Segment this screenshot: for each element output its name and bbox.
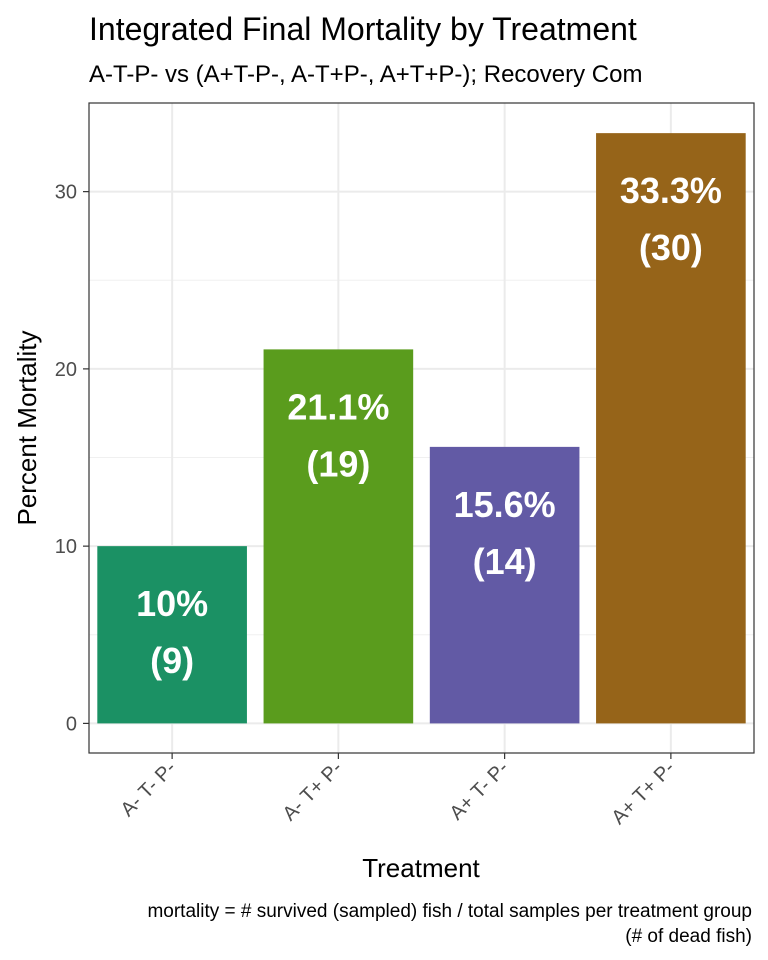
bar	[97, 546, 247, 724]
chart-title: Integrated Final Mortality by Treatment	[89, 11, 637, 47]
bar-count-label: (9)	[150, 640, 194, 681]
y-tick-label: 0	[66, 713, 77, 735]
bar	[429, 446, 580, 724]
bar-percent-label: 15.6%	[454, 484, 556, 525]
x-tick-label: A- T+ P-	[279, 757, 347, 825]
y-tick-label: 30	[55, 182, 77, 204]
caption-line-1: mortality = # survived (sampled) fish / …	[147, 901, 752, 922]
y-tick-label: 20	[55, 359, 77, 381]
bar-count-label: (30)	[639, 227, 703, 268]
bar-count-label: (14)	[473, 541, 537, 582]
plot-border	[88, 102, 755, 754]
y-axis-title: Percent Mortality	[12, 330, 42, 525]
bars	[97, 133, 746, 724]
bar-count-label: (19)	[306, 443, 370, 484]
bar	[596, 133, 746, 724]
x-axis-title: Treatment	[362, 853, 480, 883]
bar	[263, 349, 414, 724]
x-tick-label: A+ T- P-	[446, 757, 514, 825]
bar-percent-label: 21.1%	[287, 386, 389, 427]
y-tick-label: 10	[55, 536, 77, 558]
caption-line-2: (# of dead fish)	[625, 926, 752, 947]
chart-subtitle: A-T-P- vs (A+T-P-, A-T+P-, A+T+P-); Reco…	[89, 61, 642, 88]
x-tick-label: A- T- P-	[117, 757, 181, 821]
bar-percent-label: 10%	[136, 583, 208, 624]
x-tick-label: A+ T+ P-	[608, 757, 680, 829]
bar-labels: 10% (9) 21.1% (19) 15.6% (14) 33.3% (30)	[136, 170, 722, 681]
bar-percent-label: 33.3%	[620, 170, 722, 211]
